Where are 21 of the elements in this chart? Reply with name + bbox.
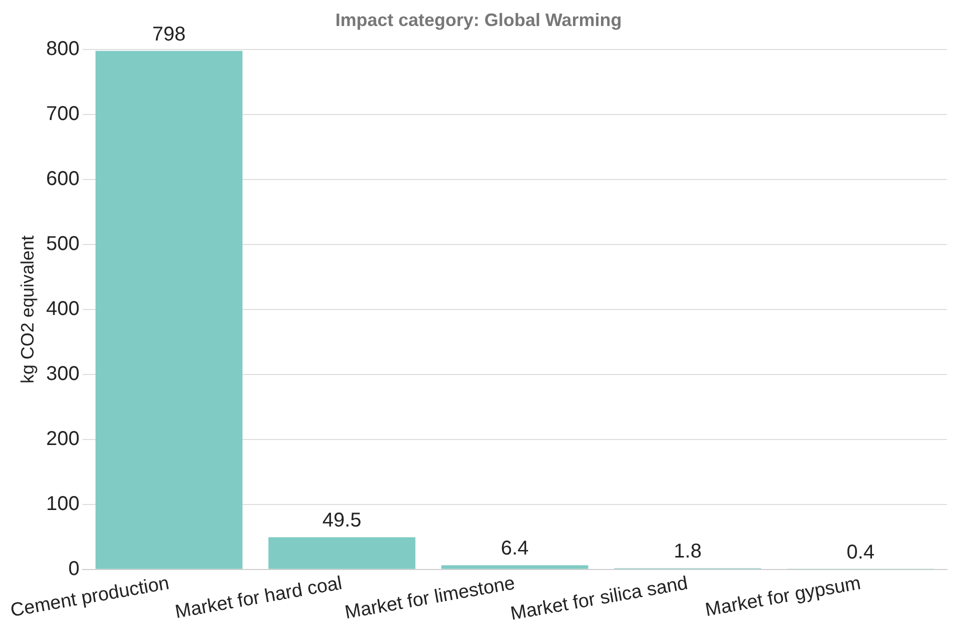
data-label: 0.4: [846, 542, 874, 564]
y-tick-label: 700: [46, 103, 80, 126]
y-tick-label: 500: [46, 233, 80, 256]
bar: [268, 537, 416, 569]
y-tick-label: 800: [46, 38, 80, 60]
bar: [441, 565, 588, 569]
bar: [96, 50, 242, 569]
data-label: 798: [152, 23, 186, 46]
data-label: 49.5: [322, 510, 362, 532]
data-label: 6.4: [500, 538, 529, 560]
y-tick-label: 0: [68, 558, 80, 580]
y-axis-title: kg CO2 equivalent: [17, 235, 38, 384]
y-tick-label: 300: [46, 362, 80, 385]
x-tick-label: Market for hard coal: [174, 573, 344, 624]
y-tick-label: 400: [46, 298, 80, 320]
y-tick-label: 200: [46, 428, 80, 450]
x-tick-label: Market for gypsum: [704, 573, 862, 621]
chart-title: Impact category: Global Warming: [335, 10, 622, 30]
y-tick-label: 100: [46, 492, 80, 515]
data-label: 1.8: [674, 540, 702, 563]
y-tick-label: 600: [46, 168, 80, 190]
